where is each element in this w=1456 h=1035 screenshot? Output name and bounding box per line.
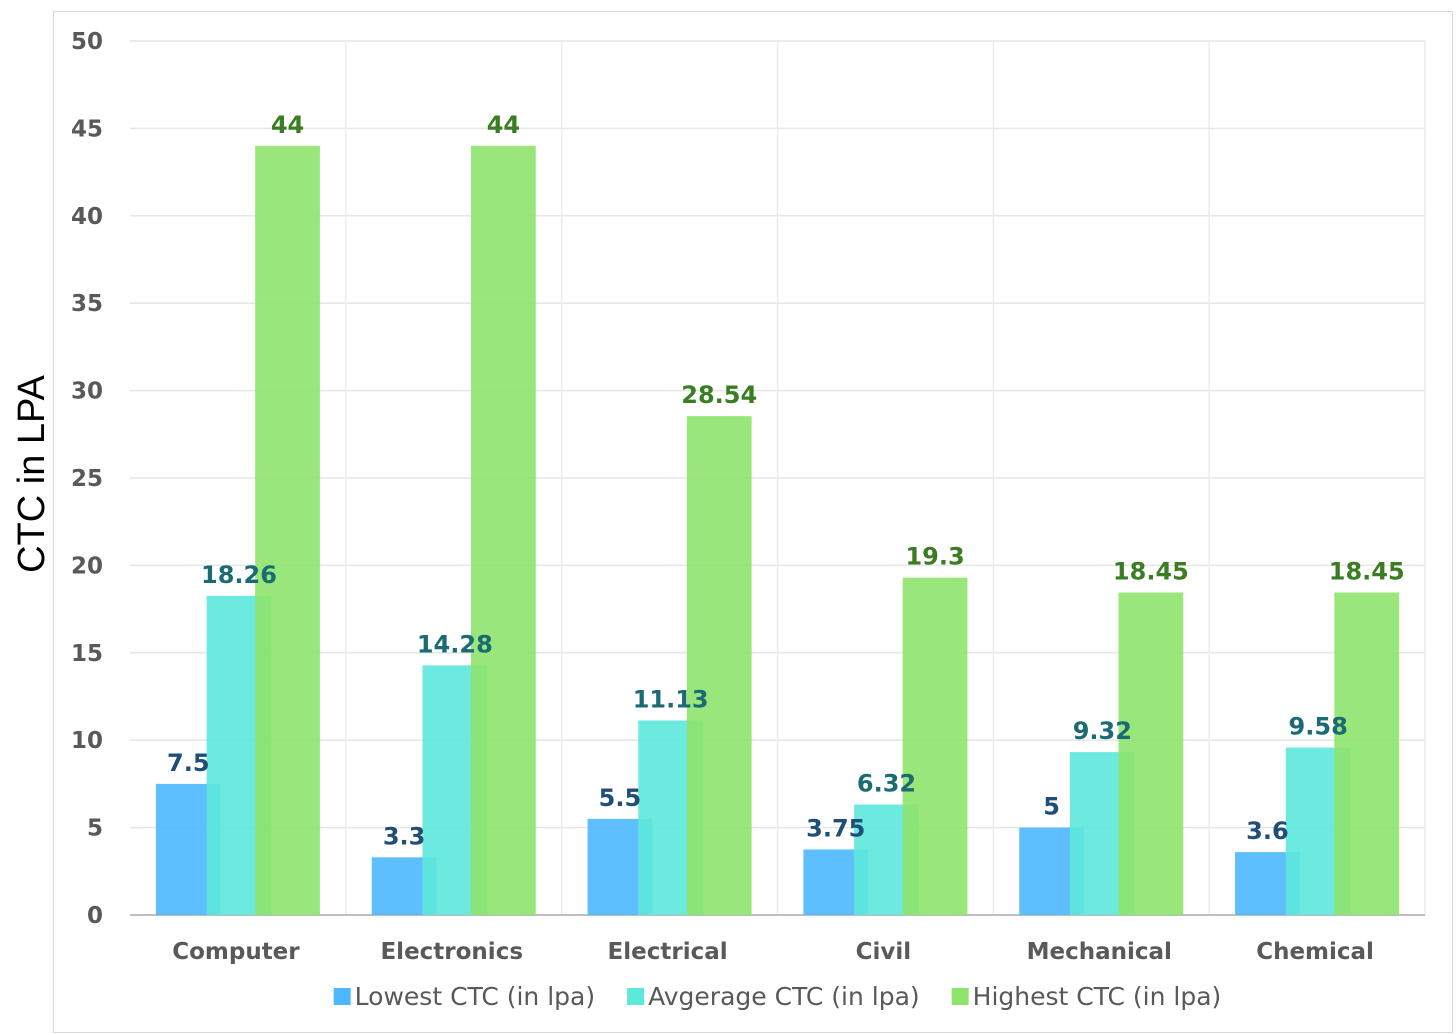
data-label: 5.5 xyxy=(599,784,642,812)
y-axis-title: CTC in LPA xyxy=(11,374,53,572)
bar-civil-s3 xyxy=(902,577,968,915)
legend-item: Lowest CTC (in lpa) xyxy=(333,982,595,1011)
bar-mechanical-s3 xyxy=(1118,592,1184,915)
data-label: 18.26 xyxy=(201,561,277,589)
x-tick-label: Computer xyxy=(172,939,300,965)
legend: Lowest CTC (in lpa) Avgerage CTC (in lpa)… xyxy=(333,982,1222,1011)
data-label: 3.6 xyxy=(1246,817,1289,845)
y-tick-label: 15 xyxy=(71,641,103,667)
y-tick-label: 20 xyxy=(71,553,103,579)
data-label: 3.75 xyxy=(806,814,865,842)
legend-swatch xyxy=(627,988,645,1005)
data-label: 7.5 xyxy=(167,749,210,777)
data-label: 18.45 xyxy=(1329,557,1405,585)
x-tick-label: Electrical xyxy=(608,939,728,965)
y-tick-label: 40 xyxy=(71,204,103,230)
data-label: 5 xyxy=(1043,793,1060,821)
data-label: 9.32 xyxy=(1073,717,1132,745)
legend-swatch xyxy=(951,988,969,1005)
bar-electrical-s3 xyxy=(686,416,752,915)
data-labels: 7.5 3.3 5.5 3.75 5 3.6 18.26 14.28 11.13 6.32 9.32… xyxy=(167,111,1405,850)
data-label: 18.45 xyxy=(1113,557,1189,585)
data-label: 9.58 xyxy=(1289,713,1348,741)
data-label: 6.32 xyxy=(857,770,916,798)
legend-item: Avgerage CTC (in lpa) xyxy=(627,982,920,1011)
y-tick-label: 35 xyxy=(71,291,103,317)
bar-computer-s3 xyxy=(255,145,320,915)
data-label: 19.3 xyxy=(905,543,964,571)
bar-electronics-s3 xyxy=(471,145,536,915)
x-tick-label: Civil xyxy=(856,939,912,965)
gridlines xyxy=(130,40,1426,916)
y-tick-label: 25 xyxy=(71,466,103,492)
y-axis-ticks: 0 5 10 15 20 25 30 35 40 45 50 xyxy=(71,29,103,929)
legend-label: Lowest CTC (in lpa) xyxy=(355,982,595,1011)
y-tick-label: 5 xyxy=(87,816,103,842)
x-tick-label: Electronics xyxy=(380,939,523,965)
x-axis-ticks: Computer Electronics Electrical Civil Mechan… xyxy=(172,939,1374,965)
data-label: 44 xyxy=(271,111,304,139)
chart-frame xyxy=(53,11,1453,1033)
x-tick-label: Chemical xyxy=(1256,939,1374,965)
data-label: 11.13 xyxy=(633,685,709,713)
legend-swatch xyxy=(333,988,351,1005)
y-tick-label: 0 xyxy=(87,903,103,929)
data-label: 28.54 xyxy=(681,381,757,409)
legend-label: Avgerage CTC (in lpa) xyxy=(648,982,920,1011)
data-label: 14.28 xyxy=(417,630,493,658)
bars xyxy=(155,145,1400,915)
data-label: 44 xyxy=(487,111,520,139)
legend-label: Highest CTC (in lpa) xyxy=(973,982,1222,1011)
y-tick-label: 10 xyxy=(71,728,103,754)
y-tick-label: 50 xyxy=(71,29,103,55)
legend-item: Highest CTC (in lpa) xyxy=(951,982,1222,1011)
x-tick-label: Mechanical xyxy=(1027,939,1172,965)
data-label: 3.3 xyxy=(383,822,426,850)
y-tick-label: 45 xyxy=(71,116,103,142)
y-tick-label: 30 xyxy=(71,379,103,405)
bar-chemical-s3 xyxy=(1334,592,1400,915)
